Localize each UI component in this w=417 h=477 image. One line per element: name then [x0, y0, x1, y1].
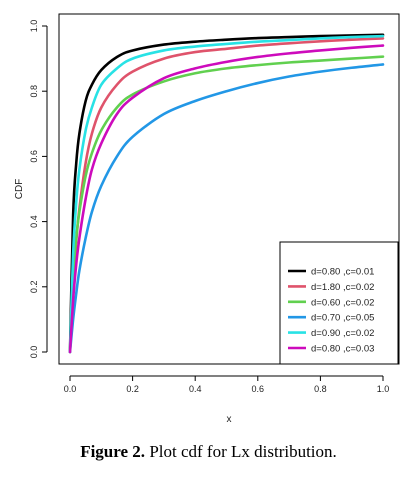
series-line-1	[68, 33, 385, 354]
x-tick-label: 1.0	[377, 384, 390, 394]
y-tick-label: 0.2	[29, 281, 39, 294]
y-axis-label: CDF	[14, 179, 25, 200]
series-line-4	[68, 63, 385, 354]
y-tick-label: 0.8	[29, 85, 39, 98]
figure-caption-label: Figure 2.	[80, 442, 146, 461]
legend: d=0.80 ,c=0.01 d=1.80 ,c=0.02 d=0.60 ,c=0.…	[279, 241, 399, 365]
x-tick-label: 0.0	[64, 384, 77, 394]
legend-entries: d=0.80 ,c=0.01 d=1.80 ,c=0.02 d=0.60 ,c=0.…	[288, 267, 374, 355]
legend-label-2: d=1.80 ,c=0.02	[311, 282, 374, 293]
series-line-3	[68, 55, 385, 354]
legend-label-1: d=0.80 ,c=0.01	[311, 267, 374, 278]
x-axis-label: x	[227, 414, 232, 425]
series-line-5	[68, 34, 385, 354]
legend-label-5: d=0.90 ,c=0.02	[311, 328, 374, 339]
figure-caption: Figure 2. Plot cdf for Lx distribution.	[0, 442, 417, 462]
legend-label-3: d=0.60 ,c=0.02	[311, 297, 374, 308]
x-tick-label: 0.2	[126, 384, 139, 394]
y-tick-label: 1.0	[29, 20, 39, 33]
legend-label-4: d=0.70 ,c=0.05	[311, 313, 374, 324]
legend-label-6: d=0.80 ,c=0.03	[311, 344, 374, 355]
y-axis: 0.0 0.2 0.4 0.6 0.8 1.0	[29, 20, 48, 359]
x-tick-label: 0.4	[189, 384, 202, 394]
x-axis: 0.0 0.2 0.4 0.6 0.8 1.0	[64, 375, 390, 394]
y-tick-label: 0.6	[29, 150, 39, 163]
x-tick-label: 0.6	[252, 384, 265, 394]
x-tick-label: 0.8	[314, 384, 327, 394]
series-line-6	[68, 44, 385, 354]
y-tick-label: 0.0	[29, 346, 39, 359]
y-tick-label: 0.4	[29, 215, 39, 228]
series-lines	[68, 33, 385, 354]
cdf-line-chart: 0.0 0.2 0.4 0.6 0.8 1.0 0.00.20.40.60.81.0 x …	[14, 13, 400, 425]
figure-caption-text: Plot cdf for Lx distribution.	[149, 442, 337, 461]
